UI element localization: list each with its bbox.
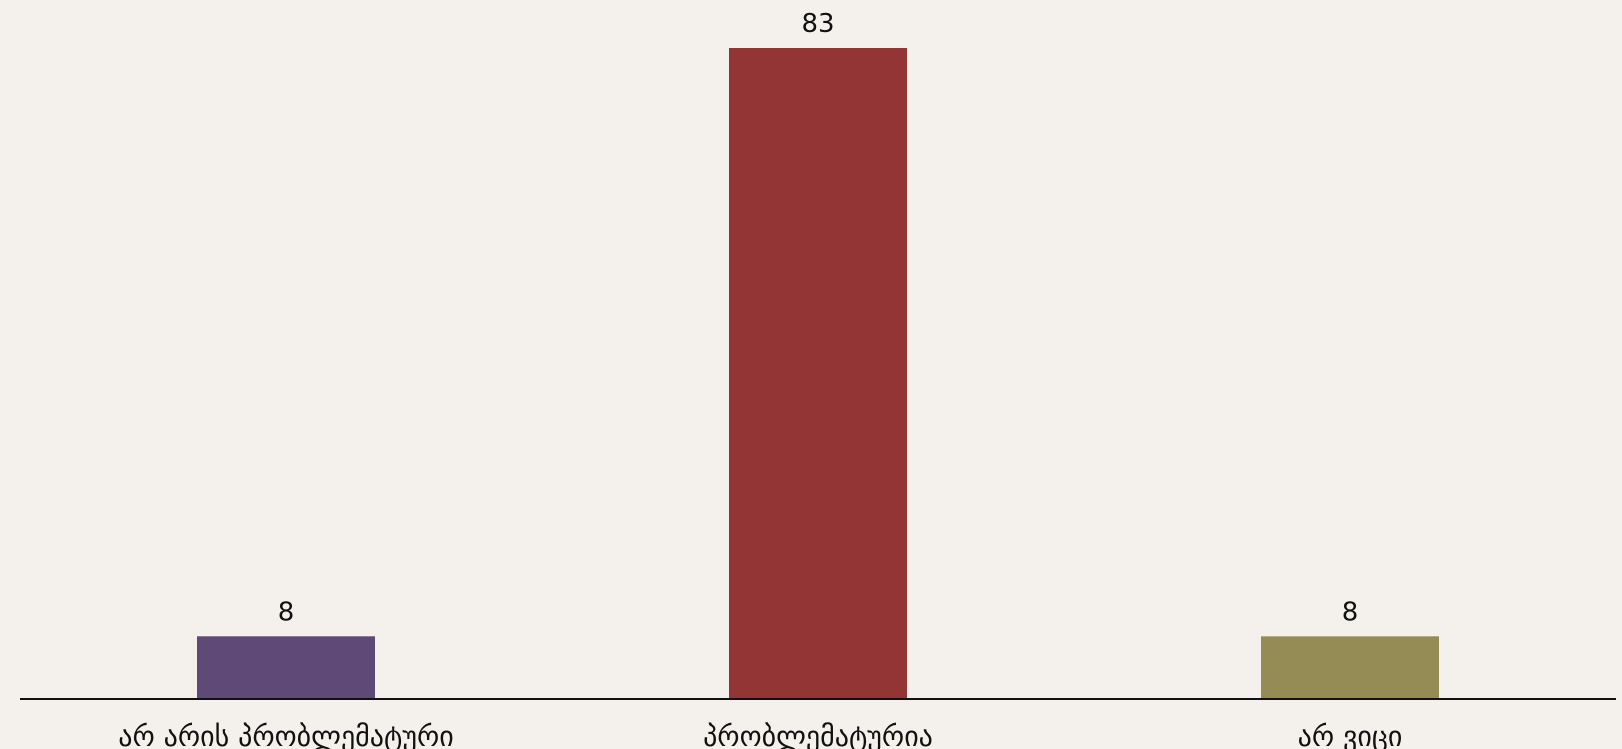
data-label-2: 83 [801,9,834,39]
x-tick-labels-layer: არ არის პრობლემატური პრობლემატურია არ ვიცი [118,720,1402,749]
x-tick-label-1: არ არის პრობლემატური [118,720,454,749]
x-tick-label-3: არ ვიცი [1298,720,1403,749]
data-label-1: 8 [278,597,295,627]
data-label-3: 8 [1342,597,1359,627]
x-tick-label-2: პრობლემატურია [703,720,933,749]
data-labels-layer: 8 83 8 [278,9,1359,627]
bars-layer [197,48,1439,699]
bar-3 [1261,636,1439,699]
bar-2 [729,48,907,699]
bar-1 [197,636,375,699]
